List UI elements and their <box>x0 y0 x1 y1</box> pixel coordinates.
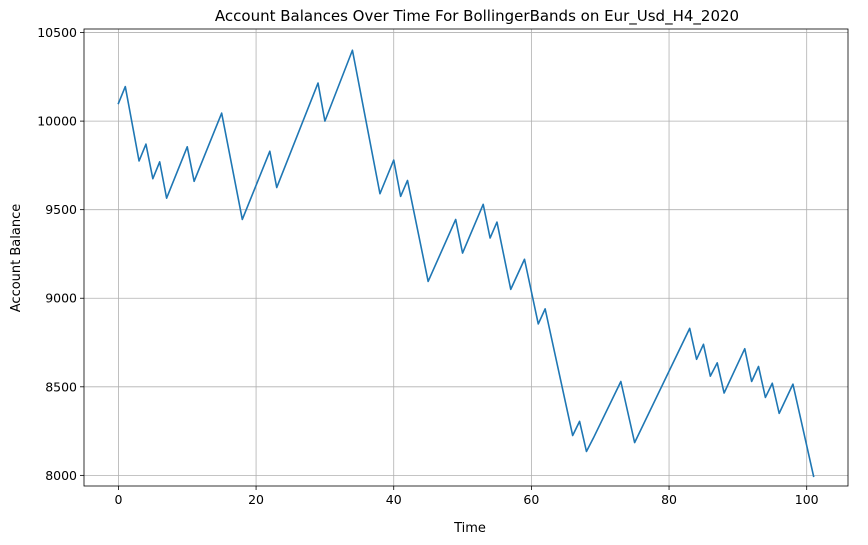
x-tick-label: 100 <box>795 492 819 507</box>
x-axis-label: Time <box>453 521 486 536</box>
x-tick-label: 20 <box>248 492 264 507</box>
series-line <box>117 49 815 478</box>
y-tick-label: 10000 <box>37 114 77 129</box>
y-tick-label: 8000 <box>45 468 77 483</box>
y-axis: 8000 8500 9000 9500 10000 10500 <box>37 25 84 483</box>
x-tick-label: 80 <box>661 492 677 507</box>
x-axis: 0 20 40 60 80 100 <box>114 486 819 507</box>
y-axis-label: Account Balance <box>9 204 24 312</box>
y-tick-label: 8500 <box>45 379 77 394</box>
y-tick-label: 9000 <box>45 291 77 306</box>
plot-area-frame <box>83 28 849 487</box>
series-line-group <box>117 49 815 478</box>
x-tick-label: 40 <box>386 492 402 507</box>
y-tick-label: 9500 <box>45 202 77 217</box>
y-tick-label: 10500 <box>37 25 77 40</box>
chart-title: Account Balances Over Time For Bollinger… <box>215 7 739 26</box>
x-tick-label: 0 <box>114 492 122 507</box>
grid-lines <box>84 29 848 486</box>
x-tick-label: 60 <box>523 492 539 507</box>
